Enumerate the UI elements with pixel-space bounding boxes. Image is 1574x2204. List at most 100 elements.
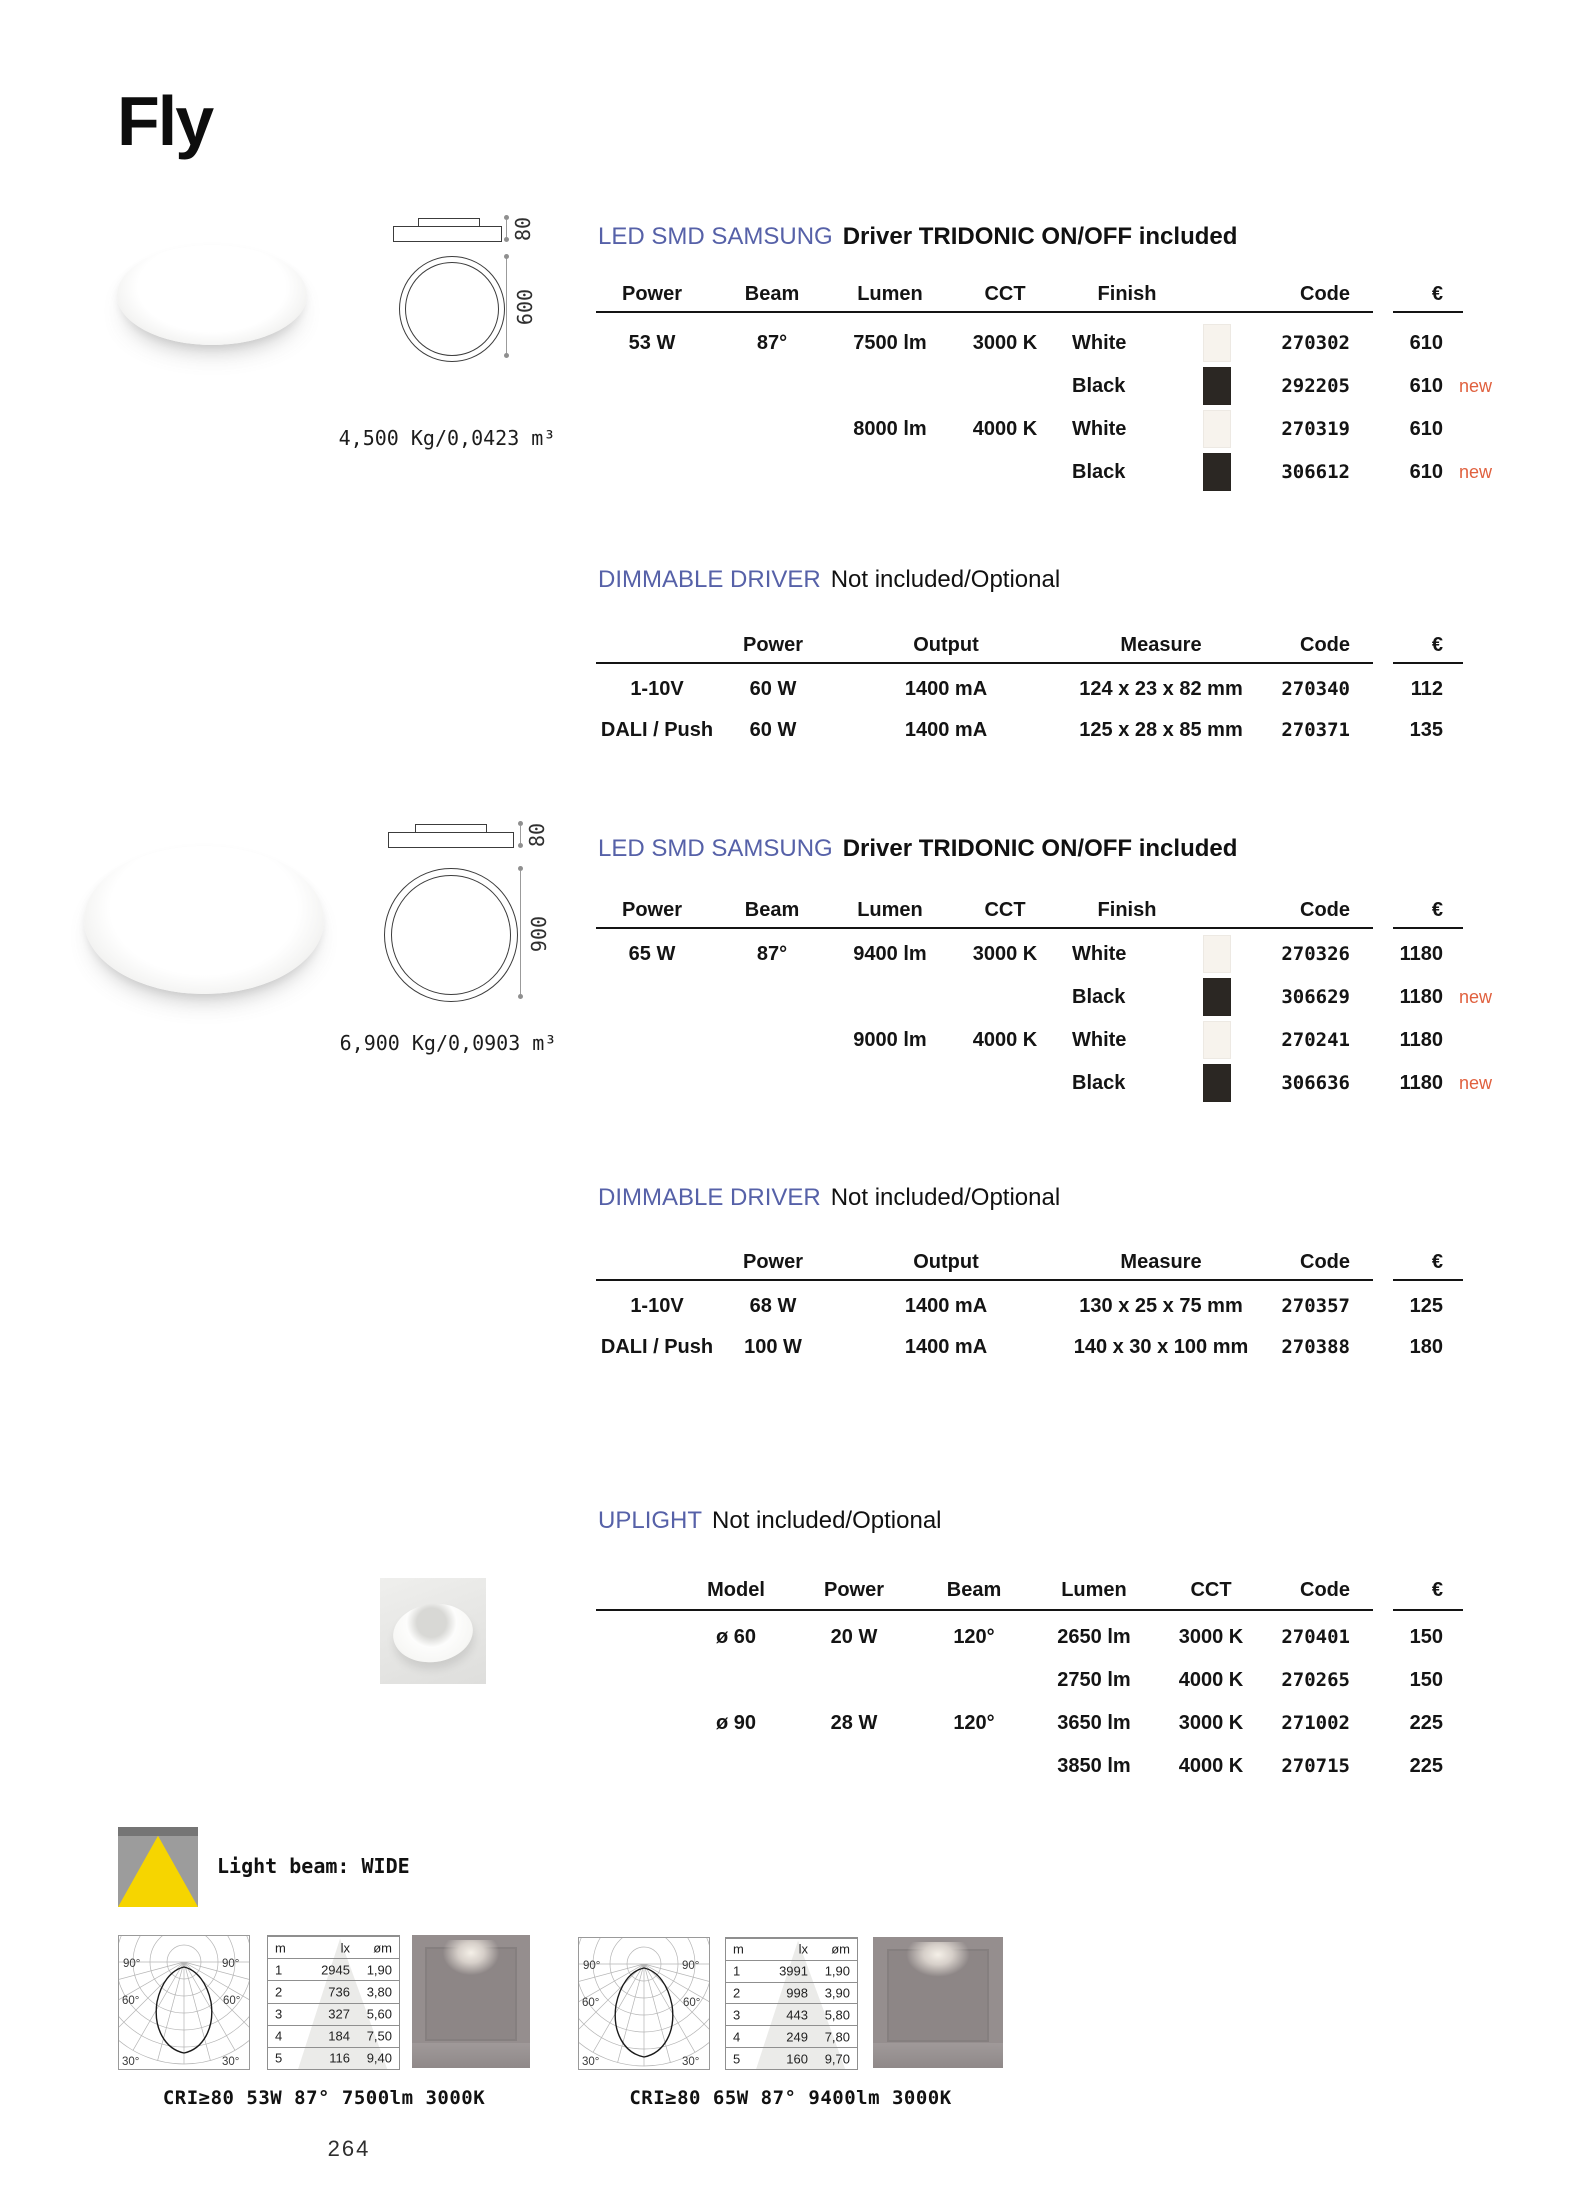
angle-label: 30° xyxy=(582,2056,599,2068)
weight-label: 4,500 Kg/0,0423 m³ xyxy=(338,426,556,450)
table-rule xyxy=(596,927,1373,929)
table-rule-eur xyxy=(1393,1279,1463,1281)
dim-dot xyxy=(504,353,509,358)
dimmable-title: DIMMABLE DRIVER Not included/Optional xyxy=(598,1183,1060,1213)
dim-label-height: 80 xyxy=(511,216,535,242)
cell-price: 150 xyxy=(1409,1669,1443,1691)
cell-power: 60 W xyxy=(749,678,797,700)
header-output: Output xyxy=(913,634,979,656)
led-table-header: Power Beam Lumen CCT Finish Code € xyxy=(0,897,1574,923)
beam-icon-top-strip xyxy=(118,1827,198,1836)
cell-cct: 4000 K xyxy=(1178,1669,1244,1691)
dim-line-diameter xyxy=(520,871,521,997)
cell-lumen: 3650 lm xyxy=(1057,1712,1131,1734)
product-photo-600 xyxy=(117,245,307,345)
header-power: Power xyxy=(742,634,804,656)
header-beam: Beam xyxy=(946,1579,1002,1601)
header-measure: Measure xyxy=(1120,1251,1202,1273)
cell-finish: White xyxy=(1072,943,1127,965)
val-m: 5 xyxy=(275,2050,283,2066)
finish-swatch-black xyxy=(1203,453,1231,491)
header-code: Code xyxy=(1300,1579,1350,1601)
cell-power: 65 W xyxy=(628,943,676,965)
cell-price: 1180 xyxy=(1399,943,1443,965)
cell-code: 270371 xyxy=(1281,719,1350,741)
lux-row: 1 3991 1,90 xyxy=(726,1959,857,1982)
val-m: 3 xyxy=(275,2006,283,2022)
header-cct: CCT xyxy=(984,899,1026,921)
cell-lumen: 7500 lm xyxy=(853,332,927,354)
val-lx: 736 xyxy=(328,1984,350,2000)
header-cct: CCT xyxy=(984,283,1026,305)
cell-cct: 4000 K xyxy=(1178,1755,1244,1777)
cell-type: DALI / Push xyxy=(600,719,714,741)
cell-model: ø 90 xyxy=(715,1712,757,1734)
dim-label-height: 80 xyxy=(525,822,549,848)
photo-light-glow xyxy=(428,1940,514,2021)
col-m: m xyxy=(275,1940,286,1956)
val-om: 9,70 xyxy=(824,2051,850,2067)
table-row: DALI / Push 60 W 1400 mA 125 x 28 x 85 m… xyxy=(0,709,1574,752)
val-lx: 160 xyxy=(786,2051,808,2067)
val-lx: 2945 xyxy=(321,1962,350,1978)
cell-price: 610 xyxy=(1409,375,1443,397)
cell-lumen: 9000 lm xyxy=(853,1029,927,1051)
finish-swatch-black xyxy=(1203,367,1231,405)
polar-diagram: 90° 90° 60° 60° 30° 30° xyxy=(81,1859,287,2070)
cell-code: 270340 xyxy=(1281,678,1350,700)
header-power: Power xyxy=(621,899,683,921)
cell-measure: 140 x 30 x 100 mm xyxy=(1073,1336,1249,1358)
val-m: 4 xyxy=(733,2029,741,2045)
cell-measure: 125 x 28 x 85 mm xyxy=(1079,719,1243,741)
cell-cct: 3000 K xyxy=(1178,1712,1244,1734)
cell-lumen: 2750 lm xyxy=(1057,1669,1131,1691)
finish-swatch-black xyxy=(1203,1064,1231,1102)
cell-beam: 120° xyxy=(953,1712,995,1734)
new-badge: new xyxy=(1459,376,1493,396)
val-om: 1,90 xyxy=(366,1962,392,1978)
table-row: 8000 lm 4000 K White 270319 610 xyxy=(0,408,1574,451)
top-view-inner-circle xyxy=(391,875,511,995)
product-photo-900 xyxy=(84,846,324,994)
cell-output: 1400 mA xyxy=(904,1295,988,1317)
table-row: 3850 lm 4000 K 270715 225 xyxy=(0,1745,1574,1788)
cell-output: 1400 mA xyxy=(904,678,988,700)
cell-price: 1180 xyxy=(1399,986,1443,1008)
cell-finish: Black xyxy=(1072,375,1126,397)
cell-cct: 3000 K xyxy=(972,943,1038,965)
light-beam-icon xyxy=(118,1827,198,1907)
val-om: 3,80 xyxy=(366,1984,392,2000)
cell-code: 270401 xyxy=(1281,1626,1350,1648)
table-rule-eur xyxy=(1393,311,1463,313)
table-rule xyxy=(596,311,1373,313)
cell-lumen: 3850 lm xyxy=(1057,1755,1131,1777)
cell-code: 270715 xyxy=(1281,1755,1350,1777)
cell-price: 112 xyxy=(1410,678,1443,700)
val-om: 1,90 xyxy=(824,1963,850,1979)
header-code: Code xyxy=(1300,899,1350,921)
side-view-body xyxy=(388,832,514,848)
val-om: 7,50 xyxy=(366,2028,392,2044)
cell-finish: Black xyxy=(1072,1072,1126,1094)
val-om: 5,60 xyxy=(366,2006,392,2022)
dim-dot xyxy=(504,254,509,259)
col-lx: lx xyxy=(340,1940,350,1956)
cell-beam: 87° xyxy=(756,943,788,965)
cell-power: 100 W xyxy=(744,1336,802,1358)
cell-type: 1-10V xyxy=(630,1295,684,1317)
dim-dot xyxy=(504,215,509,220)
header-finish: Finish xyxy=(1097,899,1157,921)
val-m: 2 xyxy=(733,1985,741,2001)
val-m: 1 xyxy=(733,1963,741,1979)
angle-label: 60° xyxy=(582,1997,599,2009)
cell-price: 1180 xyxy=(1399,1029,1443,1051)
cell-beam: 120° xyxy=(953,1626,995,1648)
side-view-body xyxy=(393,226,502,242)
cell-power: 68 W xyxy=(749,1295,797,1317)
lux-row: 2 998 3,90 xyxy=(726,1981,857,2004)
cell-code: 271002 xyxy=(1281,1712,1350,1734)
angle-label: 30° xyxy=(222,2056,239,2068)
angle-label: 90° xyxy=(682,1960,699,1972)
photo-floor xyxy=(412,2042,530,2068)
val-lx: 443 xyxy=(786,2007,808,2023)
